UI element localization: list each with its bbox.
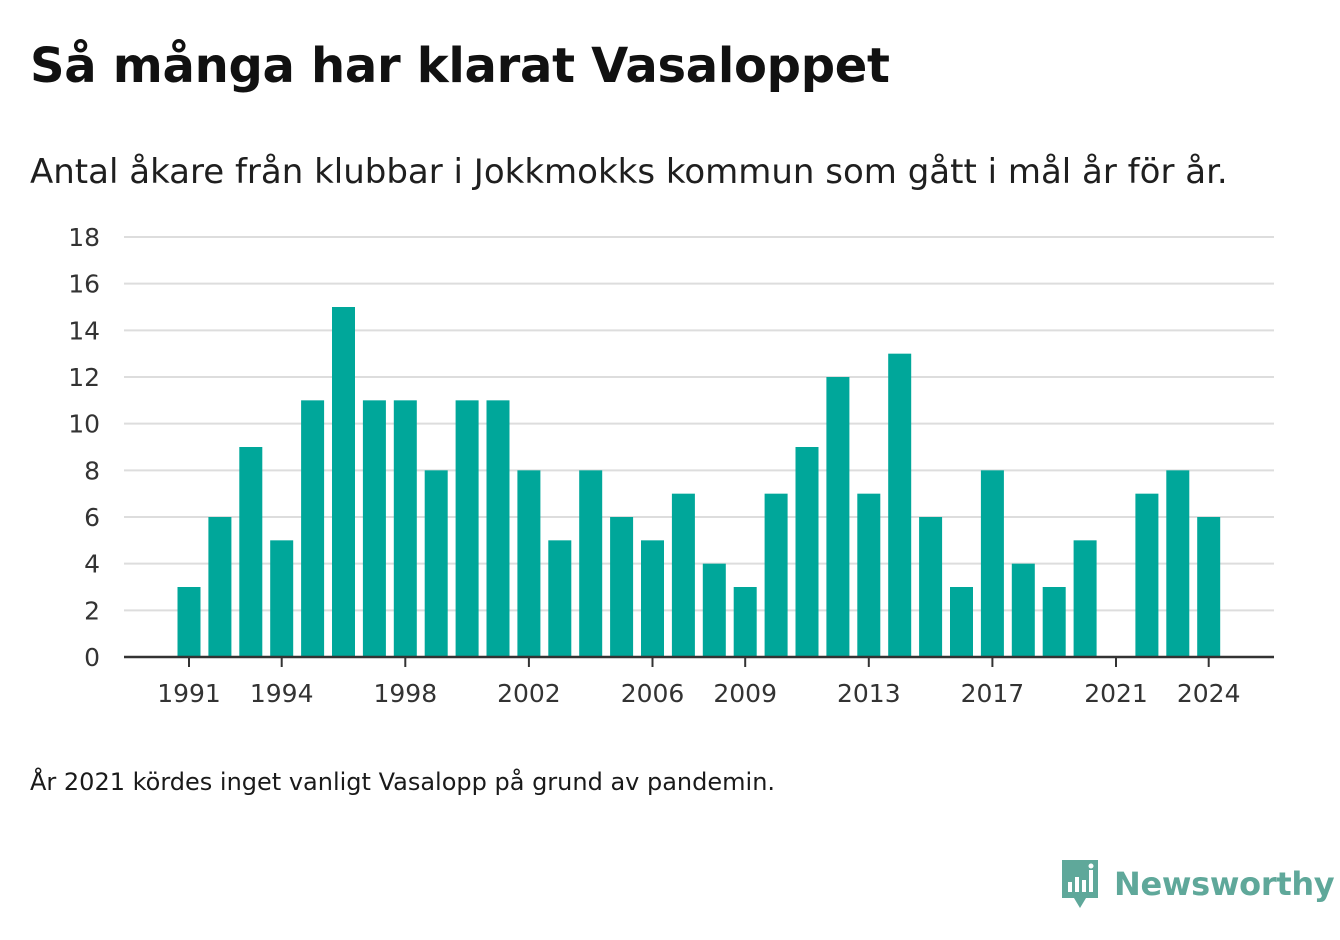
bar-1993: [239, 447, 263, 657]
x-tick-label-2024: 2024: [1177, 679, 1241, 708]
bar-2006: [641, 540, 664, 657]
bar-2015: [919, 517, 943, 657]
y-tick-label-16: 16: [68, 270, 100, 299]
chart-title: Så många har klarat Vasaloppet: [30, 38, 890, 94]
bar-2004: [579, 470, 603, 657]
bar-2014: [888, 353, 912, 657]
bar-2003: [548, 540, 572, 657]
chart-subtitle: Antal åkare från klubbar i Jokkmokks kom…: [30, 152, 1228, 192]
y-tick-label-6: 6: [84, 503, 100, 532]
bar-2002: [517, 470, 541, 657]
x-tick-label-1991: 1991: [157, 679, 221, 708]
y-tick-label-4: 4: [84, 550, 100, 579]
bar-2018: [1011, 563, 1035, 657]
bar-2017: [980, 470, 1004, 657]
bar-2009: [733, 587, 757, 657]
y-tick-label-2: 2: [84, 596, 100, 625]
bar-2023: [1166, 470, 1190, 657]
bar-2010: [764, 493, 788, 657]
y-tick-label-8: 8: [84, 456, 100, 485]
bar-2008: [702, 563, 726, 657]
bar-1992: [208, 517, 232, 657]
bar-2013: [857, 493, 881, 657]
bar-2022: [1135, 493, 1159, 657]
bar-1996: [332, 307, 355, 657]
bar-1997: [362, 400, 386, 657]
x-tick-label-2013: 2013: [837, 679, 901, 708]
bar-2001: [486, 400, 510, 657]
bar-1994: [270, 540, 294, 657]
bar-2012: [826, 377, 850, 657]
bar-2024: [1197, 517, 1221, 657]
bar-1995: [301, 400, 325, 657]
bar-1999: [424, 470, 448, 657]
newsworthy-logo-icon: [1062, 860, 1098, 908]
bars: [177, 307, 1221, 657]
y-axis-ticks: 0 2 4 6 8 10 12 14 16 18: [68, 223, 100, 672]
x-tick-label-2002: 2002: [497, 679, 561, 708]
footnote: År 2021 kördes inget vanligt Vasalopp på…: [30, 768, 776, 796]
brand-logo: Newsworthy: [1060, 858, 1335, 910]
bar-2007: [671, 493, 695, 657]
bar-2011: [795, 447, 819, 657]
x-tick-label-2017: 2017: [961, 679, 1025, 708]
bar-2016: [950, 587, 973, 657]
x-tick-label-2009: 2009: [713, 679, 777, 708]
x-axis: 1991 1994 1998 2002 2006 2009 2013 2017 2021 2024: [124, 655, 1274, 708]
x-tick-label-1994: 1994: [250, 679, 314, 708]
bar-2020: [1073, 540, 1097, 657]
y-tick-label-0: 0: [84, 643, 100, 672]
y-tick-label-12: 12: [68, 363, 100, 392]
y-tick-label-18: 18: [68, 223, 100, 252]
y-tick-label-10: 10: [68, 410, 100, 439]
x-tick-label-1998: 1998: [373, 679, 437, 708]
bar-chart: 0 2 4 6 8 10 12 14 16 18 1991 1994 1998 2002 2006 2009…: [68, 223, 1274, 708]
grid-lines: [124, 236, 1274, 612]
bar-2019: [1042, 587, 1066, 657]
bar-1991: [177, 587, 201, 657]
y-tick-label-14: 14: [68, 316, 100, 345]
x-tick-label-2006: 2006: [621, 679, 685, 708]
bar-1998: [393, 400, 417, 657]
bar-2005: [610, 517, 634, 657]
x-tick-label-2021: 2021: [1084, 679, 1148, 708]
bar-2000: [455, 400, 479, 657]
brand-name: Newsworthy: [1114, 865, 1335, 903]
